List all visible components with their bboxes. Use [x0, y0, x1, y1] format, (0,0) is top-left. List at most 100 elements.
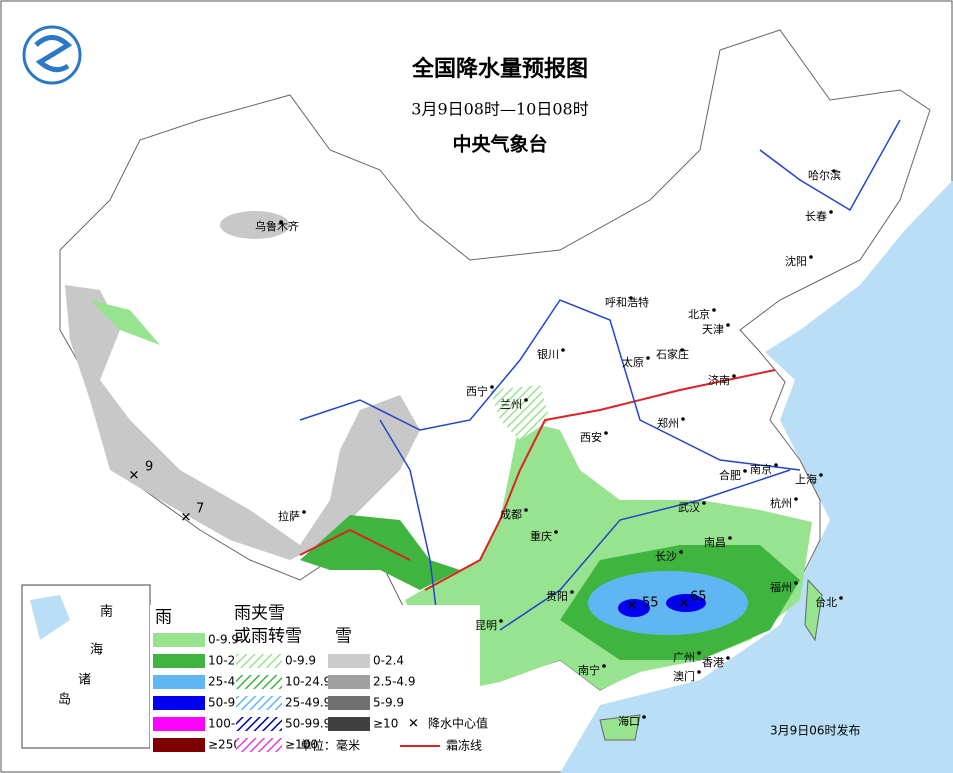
- city-dot: [712, 308, 716, 312]
- legend-label: 25-49.9: [285, 696, 331, 710]
- legend-swatch: [236, 696, 282, 710]
- city-dot: [726, 323, 730, 327]
- city-label: 长春: [805, 210, 827, 223]
- city-dot: [604, 431, 608, 435]
- legend-title: 雨: [155, 608, 172, 628]
- city-label: 天津: [702, 323, 724, 336]
- legend-swatch: [328, 654, 370, 668]
- city-label: 石家庄: [656, 347, 689, 361]
- city-dot: [499, 619, 503, 623]
- center-marker: ✕: [627, 599, 638, 614]
- city-label: 沈阳: [785, 254, 807, 268]
- city-label: 太原: [622, 356, 644, 369]
- logo-mark: [34, 35, 73, 73]
- inset-label: 南: [100, 604, 113, 620]
- city-label: 上海: [795, 472, 817, 486]
- rain-area: [666, 594, 706, 612]
- city-label: 昆明: [475, 619, 497, 632]
- city-dot: [794, 497, 798, 501]
- rain-area: [618, 599, 650, 617]
- river: [299, 119, 901, 641]
- snow-area: [220, 211, 290, 239]
- city-label: 呼和浩特: [605, 295, 649, 309]
- city-dot: [697, 651, 701, 655]
- city-dot: [570, 590, 574, 594]
- issuer: 中央气象台: [452, 133, 547, 156]
- legend-label: 50-99.9: [285, 717, 331, 731]
- legend-swatch: [153, 717, 205, 731]
- legend-label: 0-2.4: [373, 654, 404, 668]
- city-label: 福州: [770, 580, 792, 594]
- city-label: 兰州: [500, 398, 522, 411]
- city-label: 西宁: [466, 384, 488, 398]
- frost-line: [299, 528, 411, 561]
- city-label: 南宁: [578, 663, 600, 677]
- city-label: 武汉: [678, 501, 700, 514]
- city-dot: [302, 510, 306, 514]
- legend-title: 雪: [335, 627, 352, 647]
- city-label: 广州: [673, 651, 695, 664]
- city-label: 贵阳: [546, 590, 568, 603]
- city-dot: [680, 348, 684, 352]
- center-value: 9: [145, 460, 153, 475]
- sleet-area: [490, 385, 550, 440]
- city-dot: [524, 398, 528, 402]
- legend-label: 0-9.9: [208, 633, 239, 647]
- legend-swatch: [153, 654, 205, 668]
- city-label: 乌鲁木齐: [255, 219, 299, 233]
- legend-title: 雨夹雪: [234, 604, 285, 624]
- legend-label: ≥10: [373, 717, 398, 731]
- city-dot: [561, 348, 565, 352]
- legend-swatch: [328, 717, 370, 731]
- city-dot: [728, 536, 732, 540]
- period: 3月9日08时—10日08时: [411, 100, 588, 119]
- legend-swatch: [236, 675, 282, 689]
- city-dot: [646, 356, 650, 360]
- city-dot: [642, 715, 646, 719]
- city-dot: [774, 463, 778, 467]
- city-dot: [732, 374, 736, 378]
- legend-swatch: [153, 675, 205, 689]
- unit: 单位：毫米: [300, 738, 360, 753]
- city-dot: [697, 670, 701, 674]
- legend-label: 2.5-4.9: [373, 675, 416, 689]
- legend-swatch: [153, 738, 205, 752]
- city-dot: [832, 169, 836, 173]
- city-dot: [490, 385, 494, 389]
- city-label: 北京: [688, 307, 710, 321]
- center-marker: ✕: [679, 597, 690, 612]
- city-label: 香港: [702, 656, 724, 669]
- city-label: 拉萨: [278, 509, 300, 523]
- city-label: 海口: [618, 714, 640, 728]
- city-dot: [819, 473, 823, 477]
- city-label: 西安: [580, 430, 602, 444]
- center-marker: ✕: [129, 469, 140, 484]
- city-dot: [602, 664, 606, 668]
- inset-sea: [30, 595, 70, 640]
- city-label: 南昌: [704, 536, 726, 549]
- city-dot: [279, 220, 283, 224]
- legend-label: ≥100: [285, 738, 318, 752]
- snow-area: [65, 285, 420, 560]
- legend-swatch: [236, 738, 282, 752]
- city-label: 南京: [750, 462, 772, 476]
- legend-swatch: [153, 696, 205, 710]
- legend-title: 或雨转雪: [234, 627, 302, 647]
- center-marker: ✕: [408, 717, 419, 732]
- city-dot: [679, 550, 683, 554]
- city-dot: [839, 596, 843, 600]
- city-label: 杭州: [770, 496, 792, 510]
- city-dot: [809, 255, 813, 259]
- legend-swatch: [328, 696, 370, 710]
- legend-swatch: [153, 633, 205, 647]
- legend-label: 0-9.9: [285, 654, 316, 668]
- inset-label: 诸: [78, 673, 91, 688]
- rain-area: [300, 515, 460, 590]
- rain-area: [90, 300, 160, 345]
- city-label: 重庆: [530, 529, 552, 543]
- city-label: 银川: [537, 347, 559, 361]
- center-marker: ✕: [181, 511, 192, 526]
- city-dot: [702, 501, 706, 505]
- taiwan: [804, 578, 823, 642]
